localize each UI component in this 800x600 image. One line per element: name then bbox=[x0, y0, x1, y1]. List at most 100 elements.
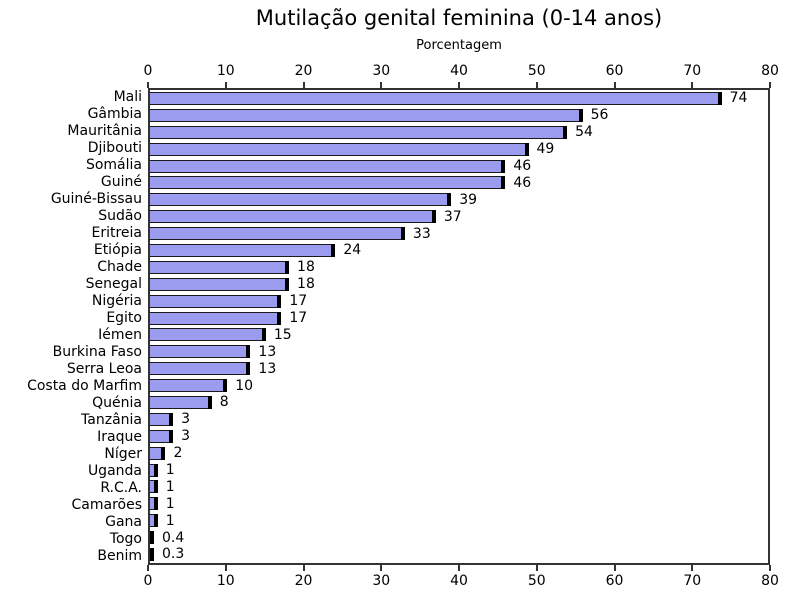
bar-row: 15 bbox=[150, 326, 768, 343]
bar-end-cap bbox=[400, 227, 405, 241]
bar-end-cap bbox=[246, 362, 251, 376]
bar-row: 1 bbox=[150, 512, 768, 529]
bar-row: 33 bbox=[150, 225, 768, 242]
y-axis-label: Djibouti bbox=[87, 139, 142, 156]
y-axis-label: Togo bbox=[109, 531, 142, 548]
bar-row: 1 bbox=[150, 495, 768, 512]
x-tick-mark bbox=[224, 82, 227, 88]
bar-value-label: 56 bbox=[590, 107, 609, 124]
bar-end-cap bbox=[285, 260, 290, 274]
y-axis-labels: Mali Gâmbia Mauritânia Djibouti Somália Guiné… bbox=[0, 88, 142, 565]
bar-value-label: 15 bbox=[273, 326, 292, 343]
bar-value-label: 1 bbox=[165, 462, 175, 479]
bar-value-label: 24 bbox=[343, 242, 362, 259]
bar-value-label: 3 bbox=[181, 411, 191, 428]
y-axis-label: Guiné bbox=[100, 173, 142, 190]
x-tick-mark bbox=[535, 82, 538, 88]
bar bbox=[150, 277, 290, 291]
y-axis-label: Benim bbox=[97, 548, 142, 565]
x-tick-label: 0 bbox=[143, 573, 153, 589]
x-tick-mark bbox=[691, 565, 694, 571]
plot-area: 74 56 54 49 46 46 39 37 33 24 18 18 17 17 15 13 13 10 8 3 3 2… bbox=[148, 88, 770, 565]
y-axis-label: Quénia bbox=[92, 395, 142, 412]
bar-value-label: 0.4 bbox=[162, 529, 185, 546]
bar bbox=[150, 227, 405, 241]
bar-row: 18 bbox=[150, 276, 768, 293]
x-tick-mark bbox=[458, 565, 460, 571]
bar-value-label: 1 bbox=[165, 495, 175, 512]
bar-end-cap bbox=[285, 277, 290, 291]
x-tick-label: 50 bbox=[527, 63, 546, 79]
y-axis-label: Nigéria bbox=[91, 292, 142, 309]
bar-end-cap bbox=[331, 243, 336, 257]
bar-value-label: 1 bbox=[165, 512, 175, 529]
bar-value-label: 33 bbox=[412, 225, 431, 242]
bar-end-cap bbox=[261, 328, 266, 342]
bar-row: 37 bbox=[150, 208, 768, 225]
bar bbox=[150, 547, 154, 561]
x-tick-label: 50 bbox=[527, 573, 546, 589]
x-tick-label: 10 bbox=[216, 63, 235, 79]
y-axis-label: Serra Leoa bbox=[66, 361, 142, 378]
y-axis-label: Uganda bbox=[87, 463, 142, 480]
bar-value-label: 37 bbox=[443, 208, 462, 225]
bar bbox=[150, 514, 158, 528]
x-tick-label: 40 bbox=[450, 63, 468, 79]
bar-row: 8 bbox=[150, 394, 768, 411]
y-axis-label: Costa do Marfim bbox=[27, 378, 142, 395]
bar bbox=[150, 379, 228, 393]
x-tick-label: 60 bbox=[605, 63, 624, 79]
bar-row: 18 bbox=[150, 259, 768, 276]
bar-value-label: 3 bbox=[181, 428, 191, 445]
bar bbox=[150, 328, 266, 342]
bar-value-label: 54 bbox=[575, 124, 593, 141]
bar bbox=[150, 243, 336, 257]
y-axis-label: Eritreia bbox=[91, 224, 142, 241]
bar bbox=[150, 446, 166, 460]
bar bbox=[150, 497, 158, 511]
bar-end-cap bbox=[277, 294, 282, 308]
y-axis-label: Tanzânia bbox=[81, 412, 142, 429]
bar-end-cap bbox=[501, 159, 506, 173]
bar-row: 56 bbox=[150, 107, 768, 124]
y-axis-label: Etiópia bbox=[93, 241, 142, 258]
bar-end-cap bbox=[153, 497, 158, 511]
bar bbox=[150, 159, 506, 173]
x-tick-label: 80 bbox=[761, 573, 779, 589]
x-tick-mark bbox=[613, 82, 616, 88]
bar-row: 17 bbox=[150, 293, 768, 310]
x-tick-label: 30 bbox=[372, 63, 391, 79]
y-axis-label: Somália bbox=[85, 156, 142, 173]
bar bbox=[150, 345, 251, 359]
bar-value-label: 13 bbox=[258, 360, 277, 377]
bar-value-label: 2 bbox=[173, 445, 183, 462]
bar-value-label: 17 bbox=[289, 293, 308, 310]
y-axis-label: Chade bbox=[97, 258, 142, 275]
x-tick-mark bbox=[458, 82, 460, 88]
bar-row: 13 bbox=[150, 343, 768, 360]
bar-row: 24 bbox=[150, 242, 768, 259]
y-axis-label: Iémen bbox=[98, 326, 142, 343]
bar bbox=[150, 210, 436, 224]
bar bbox=[150, 91, 722, 105]
x-tick-mark bbox=[147, 82, 149, 88]
bar-end-cap bbox=[150, 547, 154, 561]
chart-title: Mutilação genital feminina (0-14 anos) bbox=[255, 6, 663, 30]
bar bbox=[150, 311, 282, 325]
y-axis-label: Mali bbox=[113, 88, 142, 105]
bar bbox=[150, 260, 290, 274]
x-tick-marks-bottom bbox=[147, 565, 771, 571]
bar-end-cap bbox=[169, 412, 174, 426]
y-axis-label: Sudão bbox=[98, 207, 142, 224]
bar-value-label: 49 bbox=[536, 141, 555, 158]
x-axis-title: Porcentagem bbox=[416, 38, 502, 53]
bar bbox=[150, 142, 529, 156]
bar-value-label: 18 bbox=[297, 276, 315, 293]
bar-end-cap bbox=[717, 91, 722, 105]
x-tick-label: 0 bbox=[143, 63, 153, 79]
bar-end-cap bbox=[153, 480, 158, 494]
x-tick-label: 20 bbox=[294, 573, 313, 589]
bars-layer: 74 56 54 49 46 46 39 37 33 24 18 18 17 17 15 13 13 10 8 3 3 2… bbox=[150, 90, 768, 563]
y-axis-label: Egito bbox=[106, 309, 142, 326]
bar bbox=[150, 362, 251, 376]
